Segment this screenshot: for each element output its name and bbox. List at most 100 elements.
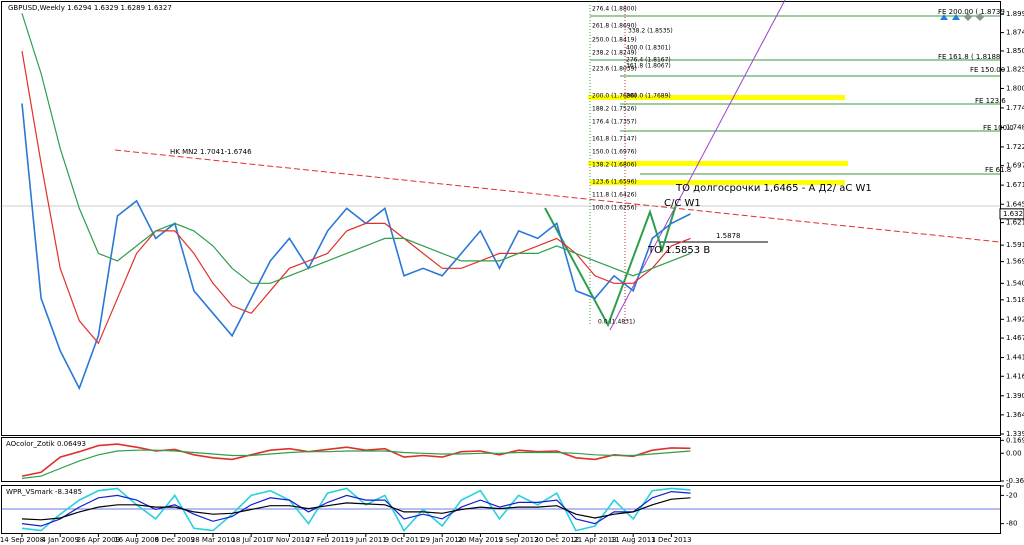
annotation: 250.0 (1.8419) [592, 37, 637, 44]
y-tick-label: 1.6710 [1006, 181, 1024, 189]
annotation: ТО долгосрочки 1,6465 - А Д2/ aC W1 [675, 183, 872, 194]
y-tick-label: 1.3645 [1006, 411, 1024, 419]
x-tick-label: 26 Apr 2009 [77, 536, 120, 544]
annotation: C/C W1 [664, 198, 701, 209]
y-tick-label: 1.7480 [1006, 123, 1024, 131]
series-line [21, 497, 691, 521]
wpr-panel-frame [1, 485, 1001, 534]
annotation: 361.8 (1.8067) [626, 63, 671, 70]
ao-panel-frame [1, 437, 1001, 482]
y-tick-label: 1.8000 [1006, 84, 1024, 92]
annotation: ТО 1.5853 В [647, 245, 710, 256]
y-tick-label: -20 [1006, 491, 1017, 499]
y-tick-label: 1.8250 [1006, 66, 1024, 74]
series-line [21, 443, 691, 477]
annotation: 176.4 (1.7357) [592, 119, 637, 126]
annotation: 188.2 (1.7526) [592, 106, 637, 113]
series-line [21, 487, 691, 532]
icon [940, 14, 948, 20]
annotation: 138.2 (1.6806) [592, 162, 637, 169]
x-tick-label: 6 Dec 2009 [155, 536, 195, 544]
highlight-band [588, 161, 848, 166]
last-price-label: 1.6327 [1003, 210, 1024, 218]
x-tick-label: 20 May 2012 [458, 536, 504, 544]
x-tick-label: 19 Jun 2011 [345, 536, 387, 544]
y-tick-label: -0.36358 [1006, 477, 1024, 485]
annotation: FE 150.00 [970, 66, 1005, 74]
series-line [21, 13, 691, 284]
annotation: 150.0 (1.6976) [592, 149, 637, 156]
y-tick-label: 1.5400 [1006, 279, 1024, 287]
y-tick-label: -80 [1006, 520, 1017, 528]
series-line [21, 449, 691, 479]
x-tick-label: 14 Sep 2008 [0, 536, 44, 544]
x-tick-label: 28 Mar 2010 [191, 536, 235, 544]
annotation: 100.0 (1.6256) [592, 205, 637, 212]
x-tick-label: 11 Aug 2013 [611, 536, 656, 544]
x-tick-label: 18 Jul 2010 [231, 536, 271, 544]
annotation: 276.4 (1.8167) [626, 57, 671, 64]
annotation: FE 123.6 [975, 97, 1006, 105]
series-line [21, 490, 691, 527]
annotation: 1.5878 [716, 232, 741, 240]
y-tick-label: 1.4920 [1006, 315, 1024, 323]
y-tick-label: 1.8990 [1006, 10, 1024, 18]
x-tick-label: 7 Nov 2010 [269, 536, 309, 544]
annotation: FE 100.0 [983, 124, 1014, 132]
x-tick-label: 30 Dec 2012 [534, 536, 579, 544]
trend-line [114, 149, 1001, 243]
annotation: 223.6 (1.8039) [592, 66, 637, 73]
last-price-box [999, 208, 1024, 220]
y-tick-label: 0 [1006, 482, 1010, 490]
y-tick-label: 1.4670 [1006, 334, 1024, 342]
pattern-line [544, 204, 677, 328]
panel-title: WPR_VSmark -8.3485 [6, 488, 82, 496]
y-tick-label: 1.8500 [1006, 47, 1024, 55]
y-tick-label: 1.6455 [1006, 200, 1024, 208]
annotation: 238.2 (1.8249) [592, 50, 637, 57]
annotation: 200.0 (1.7696) [592, 93, 637, 100]
icon [976, 13, 984, 21]
x-tick-label: 1 Dec 2013 [651, 536, 691, 544]
y-tick-label: 1.5180 [1006, 296, 1024, 304]
x-tick-label: 16 Aug 2009 [114, 536, 159, 544]
annotation: 111.8 (1.6426) [592, 192, 637, 199]
annotation: 338.2 (1.8535) [628, 28, 673, 35]
x-tick-label: 4 Jan 2009 [41, 536, 79, 544]
annotation: 261.8 (1.8690) [592, 23, 637, 30]
x-tick-label: 9 Oct 2011 [385, 536, 424, 544]
annotation: 200.0 (1.7689) [626, 93, 671, 100]
series-line [21, 50, 691, 345]
annotation: 123.6 (1.6596) [592, 179, 637, 186]
y-tick-label: 1.7220 [1006, 143, 1024, 151]
x-tick-label: 27 Feb 2011 [306, 536, 350, 544]
annotation: FE 200.00 ( 1.8739 [938, 8, 1005, 16]
y-tick-label: 1.4160 [1006, 372, 1024, 380]
series-line [21, 103, 691, 391]
annotation: 400.0 (1.8301) [626, 45, 671, 52]
y-tick-label: 1.5690 [1006, 258, 1024, 266]
icon [964, 13, 972, 21]
annotation: 276.4 (1.8800) [592, 6, 637, 13]
y-tick-label: 1.4410 [1006, 354, 1024, 362]
annotation: 161.8 (1.7147) [592, 136, 637, 143]
y-tick-label: 0.00 [1006, 449, 1022, 457]
highlight-band [590, 180, 845, 185]
highlight-band [588, 95, 845, 100]
y-tick-label: 1.6970 [1006, 162, 1024, 170]
annotation: FE 161.8 ( 1.8188 [938, 53, 1000, 61]
y-tick-label: 1.5910 [1006, 241, 1024, 249]
y-tick-label: 1.6210 [1006, 219, 1024, 227]
annotation: FE 61.8 [985, 166, 1011, 174]
drawings [0, 0, 1001, 510]
y-tick-label: 1.8745 [1006, 29, 1024, 37]
y-tick-label: 0.16945 [1006, 436, 1024, 444]
panel-title: AOcolor_Zotik 0.06493 [6, 440, 86, 448]
x-tick-label: 21 Apr 2013 [573, 536, 616, 544]
annotation: HK MN2 1.7041-1.6746 [170, 148, 252, 156]
chart-title: GBPUSD,Weekly 1.6294 1.6329 1.6289 1.632… [8, 4, 172, 12]
annotation: 0.0 (1.4831) [598, 319, 635, 326]
